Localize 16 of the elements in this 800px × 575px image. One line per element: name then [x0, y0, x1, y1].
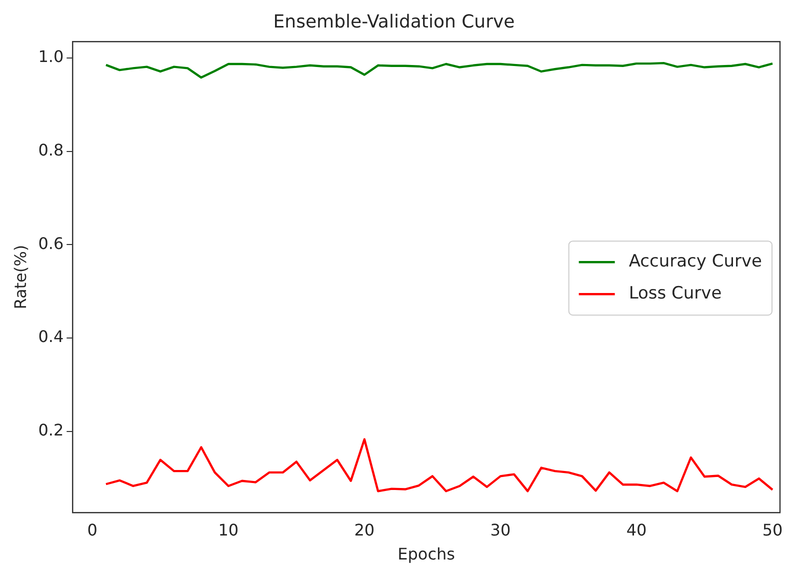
y-tick-label: 0.4 [38, 327, 64, 346]
chart-title: Ensemble-Validation Curve [273, 11, 515, 32]
y-tick-label: 0.6 [38, 234, 64, 253]
y-tick-label: 0.8 [38, 140, 64, 160]
x-tick-label: 50 [762, 520, 783, 540]
x-tick-label: 10 [218, 520, 239, 540]
x-axis-title: Epochs [398, 544, 455, 564]
legend-label: Loss Curve [628, 284, 722, 304]
y-tick-label: 1.0 [38, 47, 64, 66]
x-tick-label: 20 [354, 520, 375, 540]
y-tick-label: 0.2 [38, 420, 64, 440]
x-tick-label: 30 [490, 520, 511, 540]
y-axis-title: Rate(%) [10, 244, 30, 310]
x-tick-label: 0 [87, 520, 98, 540]
x-tick-label: 40 [626, 520, 647, 540]
legend-label: Accuracy Curve [628, 252, 762, 272]
